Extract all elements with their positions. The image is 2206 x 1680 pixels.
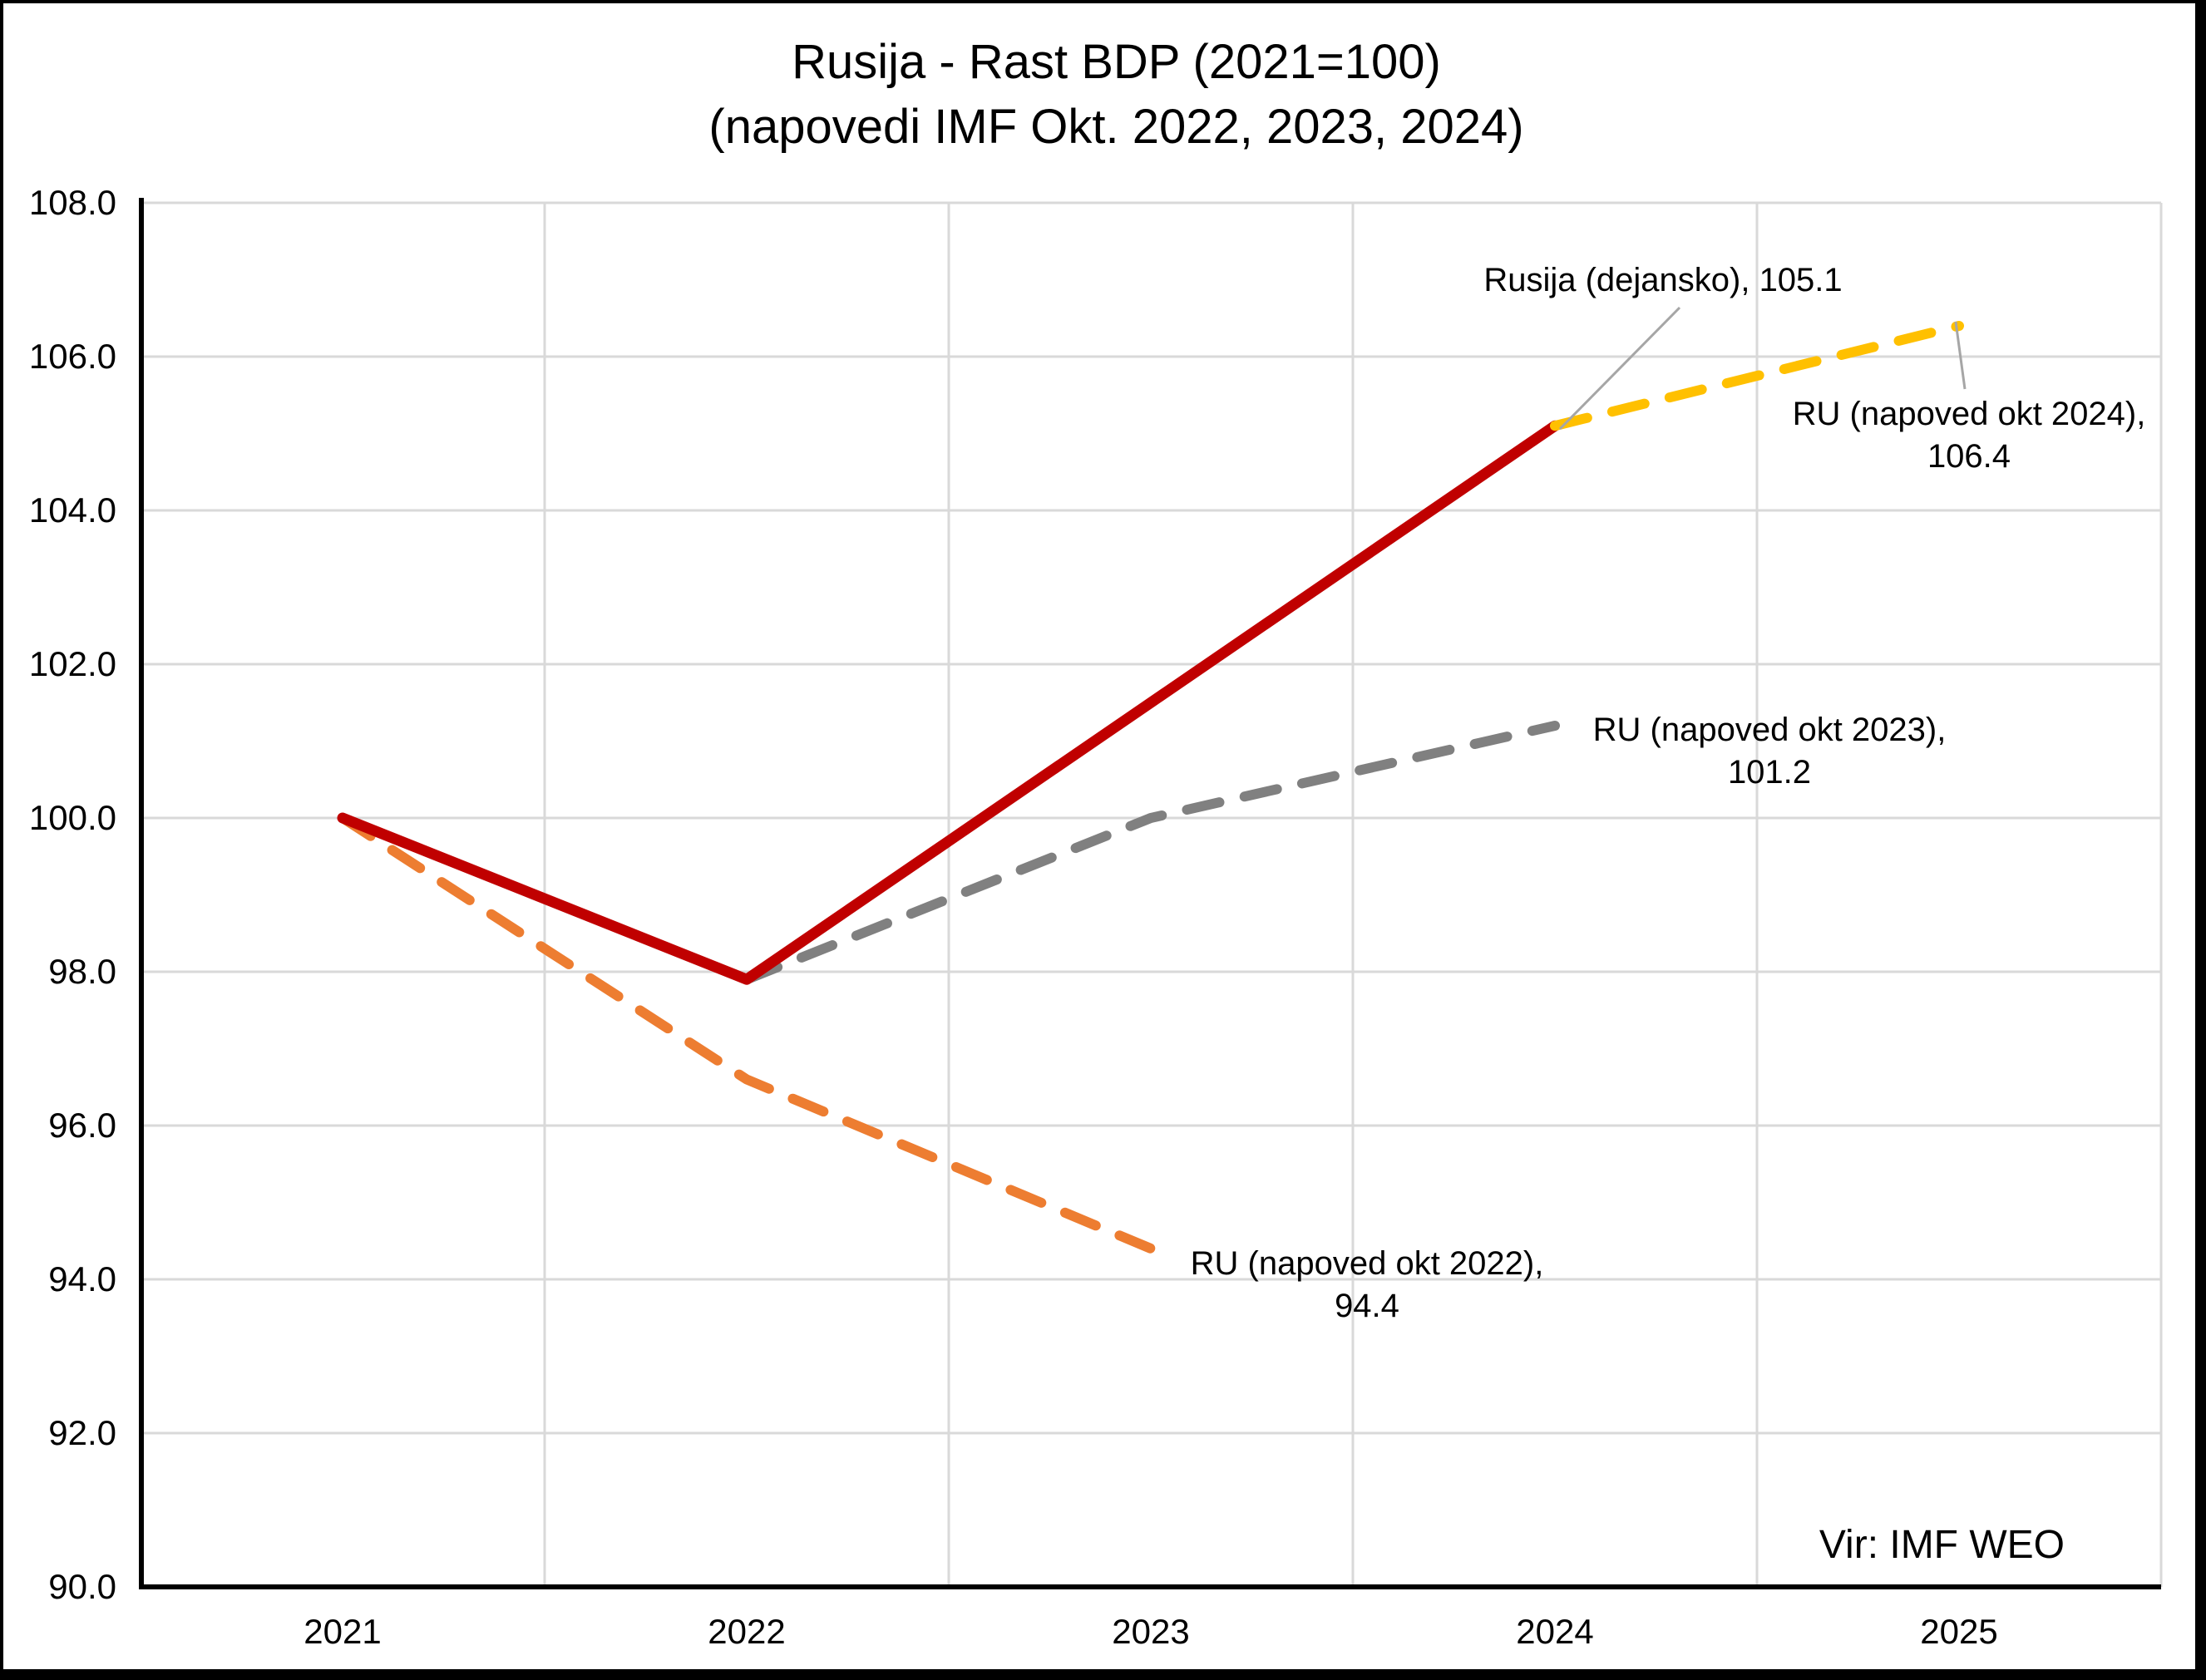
chart-title-line2: (napovedi IMF Okt. 2022, 2023, 2024)	[708, 100, 1524, 154]
annotation-text-line: Rusija (dejansko), 105.1	[1483, 262, 1843, 298]
axes	[139, 198, 2161, 1589]
series-line-1	[1550, 321, 1964, 431]
y-axis-tick-label: 98.0	[48, 952, 116, 991]
x-axis-tick-label: 2022	[708, 1612, 786, 1651]
annotation-text-line: RU (napoved okt 2022),	[1190, 1245, 1544, 1282]
series-line-0	[337, 420, 1561, 985]
annotation-label-forecast-okt-2023: RU (napoved okt 2023), 101.2	[1395, 709, 2144, 794]
x-axis-tick-label: 2025	[1920, 1612, 1998, 1651]
x-axis-tick-label: 2024	[1516, 1612, 1594, 1651]
annotation-text-line: RU (napoved okt 2024),	[1792, 396, 2146, 432]
source-note: Vir: IMF WEO	[1819, 1523, 2065, 1567]
y-axis-tick-label: 92.0	[48, 1413, 116, 1452]
frame-border-left	[0, 0, 3, 1680]
annotation-text-line: 94.4	[1335, 1288, 1399, 1324]
frame-border-right	[2195, 0, 2206, 1680]
y-axis-tick-label: 104.0	[28, 490, 116, 530]
annotation-leader-lines	[1558, 306, 1967, 431]
chart-title-line1: Rusija - Rast BDP (2021=100)	[792, 35, 1441, 89]
x-axis-tick-label: 2021	[304, 1612, 382, 1651]
annotation-text-line: RU (napoved okt 2023),	[1592, 712, 1947, 748]
y-axis-tick-label: 100.0	[28, 798, 116, 837]
annotation-label-forecast-okt-2024: RU (napoved okt 2024), 106.4	[1595, 393, 2206, 478]
series-lines	[337, 321, 1964, 1254]
chart-title: Rusija - Rast BDP (2021=100) (napovedi I…	[13, 30, 2206, 160]
leader-line-actual	[1558, 306, 1681, 431]
y-axis-tick-label: 106.0	[28, 337, 116, 376]
y-axis-tick-label: 102.0	[28, 644, 116, 683]
annotation-text-line: 106.4	[1927, 438, 2011, 475]
annotation-label-actual: Rusija (dejansko), 105.1	[1289, 259, 2037, 302]
y-axis-tick-label: 96.0	[48, 1106, 116, 1145]
series-line-2	[742, 721, 1560, 985]
series-line-3	[338, 813, 1156, 1254]
frame-border-top	[0, 0, 2206, 3]
y-axis-tick-label: 94.0	[48, 1259, 116, 1298]
y-axis-tick-label: 108.0	[28, 183, 116, 222]
frame-border-bottom	[0, 1669, 2206, 1680]
annotation-label-forecast-okt-2022: RU (napoved okt 2022), 94.4	[993, 1243, 1741, 1328]
x-axis-tick-label: 2023	[1112, 1612, 1190, 1651]
y-axis-tick-label: 90.0	[48, 1567, 116, 1606]
annotation-text-line: 101.2	[1727, 754, 1812, 791]
leader-line-forecast-okt-2024	[1954, 321, 1967, 390]
